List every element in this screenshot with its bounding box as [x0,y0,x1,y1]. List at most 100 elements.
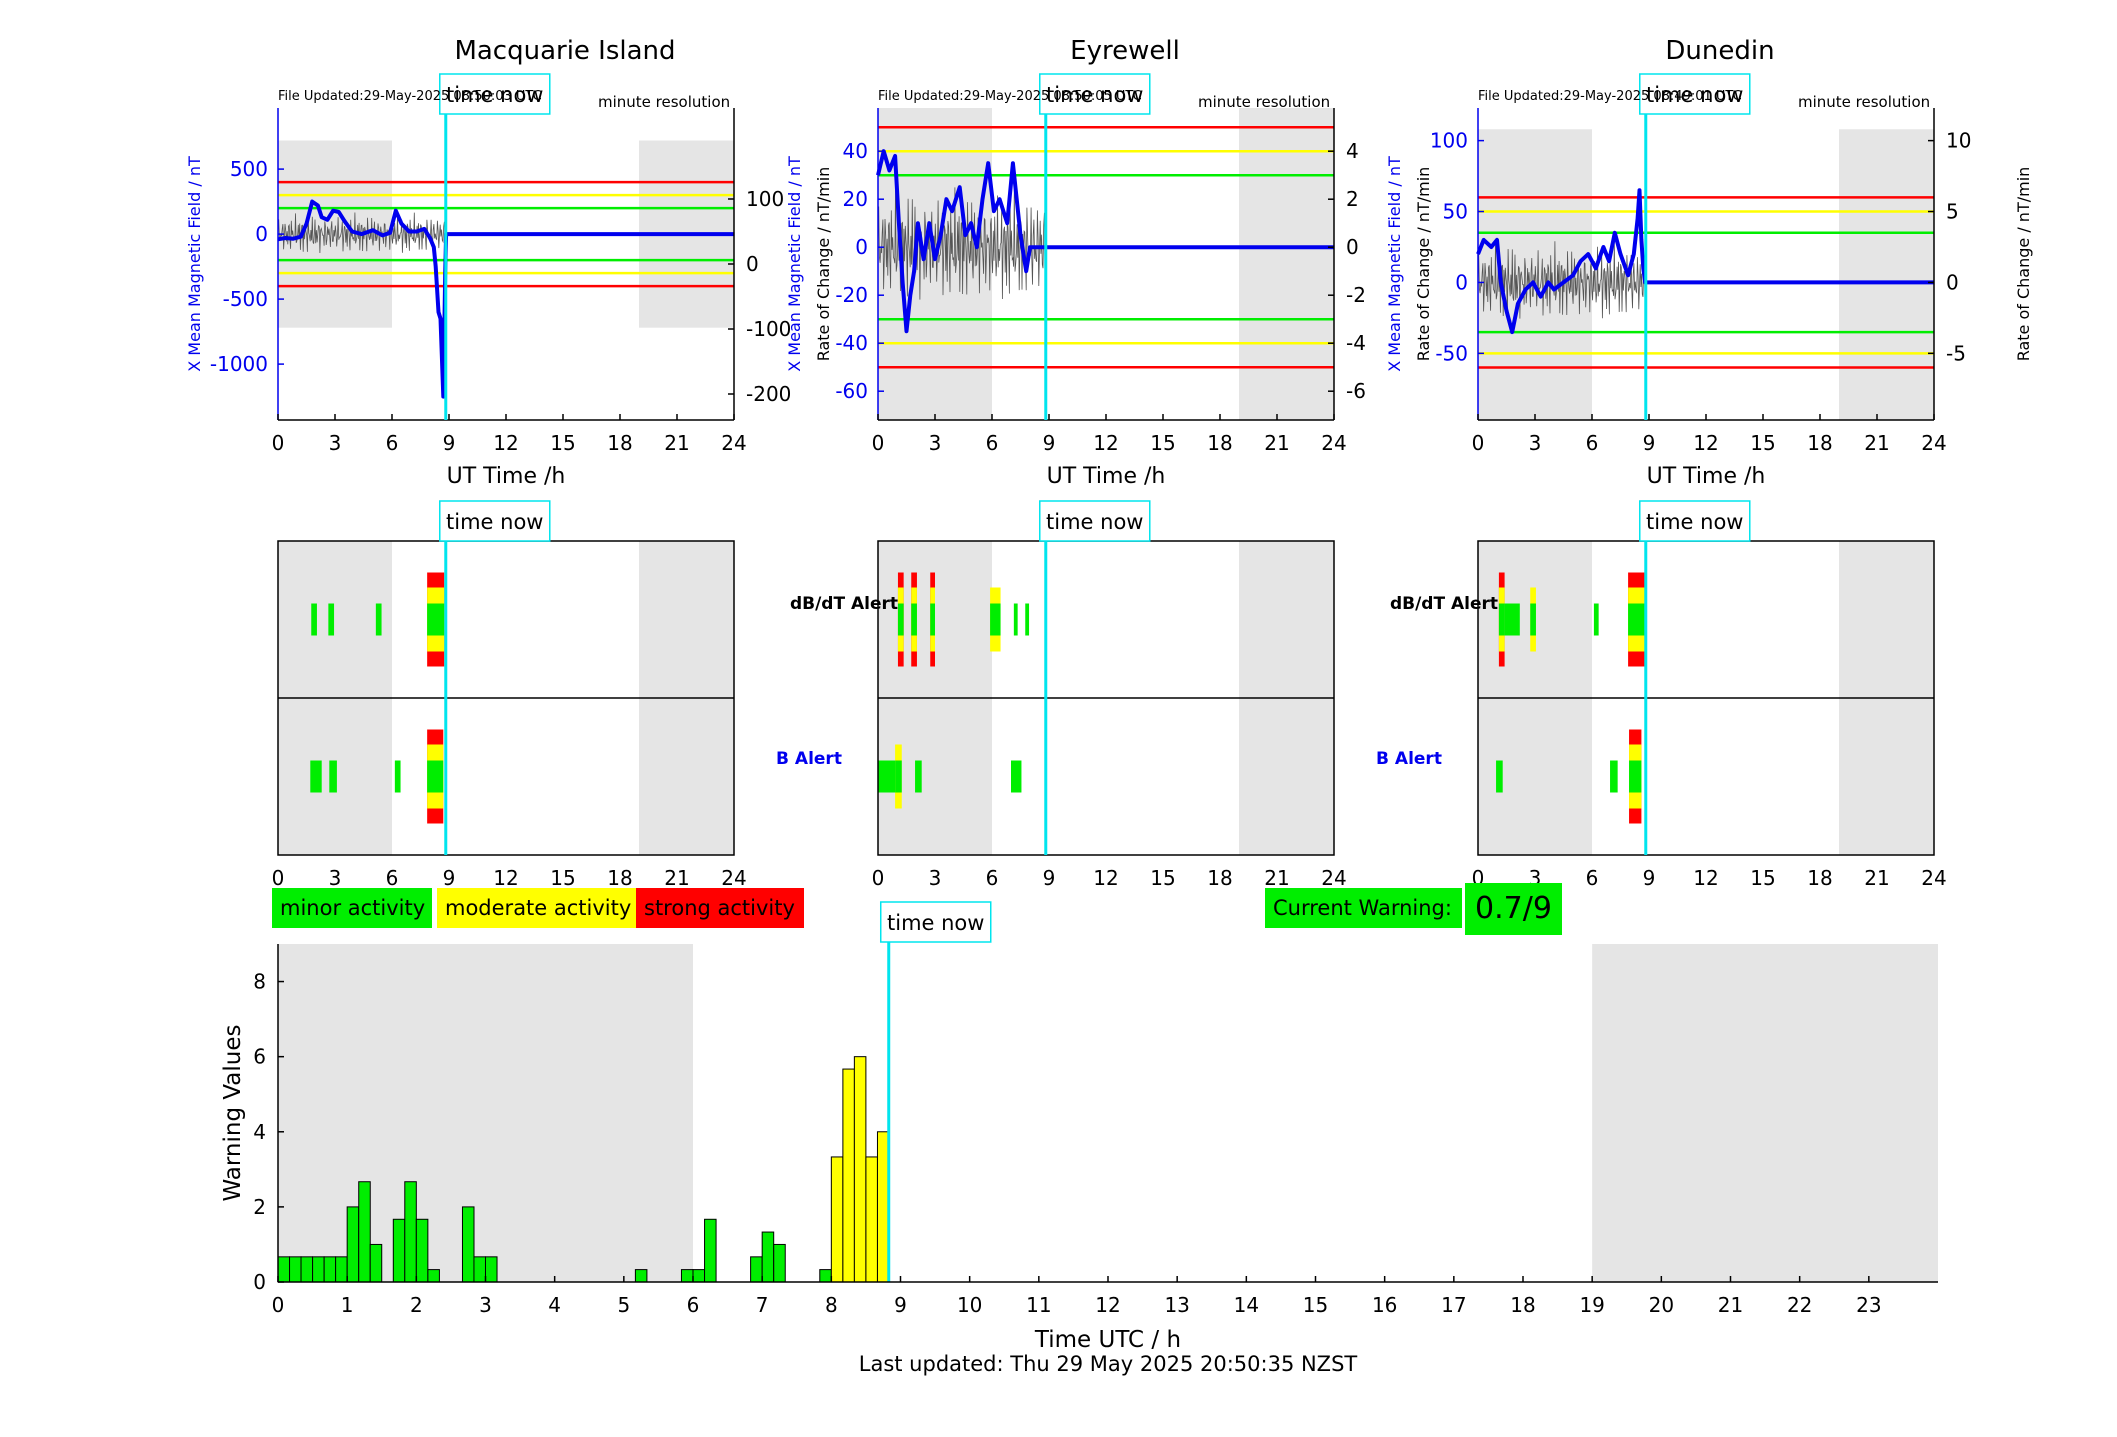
dunedin-field-x-tick-label: 24 [1921,431,1946,455]
eyrewell-field-x-tick-label: 0 [872,431,885,455]
macquarie-title: Macquarie Island [454,36,676,66]
warning-night-band-0 [278,944,693,1282]
eyrewell-b-alert-green [915,760,922,793]
macquarie-field-x-tick-label: 24 [721,431,746,455]
warning-x-tick-label: 15 [1303,1293,1328,1317]
warning-x-tick-label: 11 [1026,1293,1051,1317]
warning-x-tick-label: 4 [548,1293,561,1317]
macquarie-alert-x-tick-label: 18 [607,866,632,890]
eyrewell-left-tick-label: -60 [835,379,868,403]
macquarie-time-now-box-0 [439,73,551,115]
warning-bar [830,1156,844,1283]
dunedin-alert-x-tick-label: 24 [1921,866,1946,890]
warning-time-now-label: time now [887,911,984,935]
warning-x-tick-label: 9 [894,1293,907,1317]
warning-x-tick-label: 17 [1441,1293,1466,1317]
dunedin-field-x-tick-label: 3 [1529,431,1542,455]
macquarie-field-x-tick-label: 21 [664,431,689,455]
dunedin-field-x-tick-label: 21 [1864,431,1889,455]
macquarie-field-x-tick-label: 18 [607,431,632,455]
eyrewell-file-updated: File Updated:29-May-2025 08:50:05 UTC [878,89,1142,104]
warning-bar [634,1269,648,1283]
current-warning-value: 0.7/9 [1465,883,1562,935]
warning-x-tick-label: 19 [1579,1293,1604,1317]
warning-x-tick-label: 21 [1718,1293,1743,1317]
warning-bar [404,1181,417,1283]
warning-bar [335,1256,348,1283]
warning-y-tick-label: 8 [253,970,266,994]
dunedin-time-now-label-0: time now [1646,83,1743,107]
warning-x-tick-label: 20 [1649,1293,1674,1317]
eyrewell-title: Eyrewell [1070,36,1180,66]
dunedin-b-alert-green [1629,760,1642,793]
warning-time-now-box [879,901,992,943]
warning-y-label: Warning Values [220,1024,246,1201]
warning-bar [692,1269,706,1283]
macquarie-time-now-box-1 [439,500,551,542]
eyrewell-field-x-tick-label: 24 [1321,431,1346,455]
eyrewell-right-tick-label: 0 [1346,235,1359,259]
dunedin-field-x-tick-label: 12 [1693,431,1718,455]
eyrewell-dbdt-alert-green [1013,603,1018,636]
eyrewell-right-tick-label: 4 [1346,139,1359,163]
macquarie-alert-x-tick-label: 24 [721,866,746,890]
eyrewell-field-x-tick-label: 9 [1043,431,1056,455]
macquarie-b-alert-green [394,760,401,793]
warning-x-tick-label: 5 [617,1293,630,1317]
warning-x-tick-label: 14 [1234,1293,1259,1317]
warning-bar [323,1256,337,1283]
eyrewell-b-alert-green [1011,760,1022,793]
macquarie-b-alert-green [310,760,322,793]
macquarie-left-tick-label: 500 [230,157,268,181]
eyrewell-left-tick-label: -40 [835,331,868,355]
macquarie-right-axis-label: Rate of Change / nT/min [814,167,833,362]
warning-x-tick-label: 2 [410,1293,423,1317]
dunedin-left-tick-label: -50 [1435,341,1468,365]
warning-x-tick-label: 13 [1164,1293,1189,1317]
dunedin-alert-x-tick-label: 21 [1864,866,1889,890]
eyrewell-alert-x-tick-label: 0 [872,866,885,890]
dunedin-left-tick-label: 0 [1455,270,1468,294]
macquarie-file-updated: File Updated:29-May-2025 08:50:03 UTC [278,89,542,104]
dunedin-right-tick-label: -5 [1946,341,1966,365]
warning-bar [704,1218,717,1283]
eyrewell-b-alert-label: B Alert [1376,749,1442,769]
eyrewell-alert-x-tick-label: 18 [1207,866,1232,890]
dunedin-right-tick-label: 5 [1946,200,1959,224]
warning-y-tick-label: 6 [253,1045,266,1069]
eyrewell-b-alert-green [895,760,902,793]
eyrewell-right-tick-label: -6 [1346,379,1366,403]
dunedin-field-x-tick-label: 18 [1807,431,1832,455]
dunedin-time-now-box-0 [1639,73,1751,115]
dunedin-dbdt-alert-green [1628,603,1647,636]
warning-x-tick-label: 23 [1856,1293,1881,1317]
eyrewell-field-x-tick-label: 12 [1093,431,1118,455]
warning-x-tick-label: 1 [341,1293,354,1317]
warning-y-tick-label: 0 [253,1270,266,1294]
dunedin-b-alert-green [1496,760,1503,793]
macquarie-dbdt-alert-green [427,603,445,636]
eyrewell-right-tick-label: 2 [1346,187,1359,211]
dunedin-left-axis-label: X Mean Magnetic Field / nT [1385,156,1404,372]
dunedin-alert-x-tick-label: 18 [1807,866,1832,890]
dunedin-field-x-tick-label: 9 [1643,431,1656,455]
warning-x-tick-label: 7 [756,1293,769,1317]
last-updated: Last updated: Thu 29 May 2025 20:50:35 N… [858,1352,1358,1376]
macquarie-left-tick-label: 0 [255,222,268,246]
eyrewell-dbdt-alert-green [911,603,917,636]
macquarie-dbdt-alert-label: dB/dT Alert [790,594,898,614]
dunedin-alert-x-tick-label: 12 [1693,866,1718,890]
dunedin-field-x-tick-label: 0 [1472,431,1485,455]
warning-bar [853,1056,867,1283]
dunedin-right-tick-label: 0 [1946,270,1959,294]
macquarie-alert-x-tick-label: 9 [443,866,456,890]
warning-y-tick-label: 2 [253,1195,266,1219]
macquarie-field-x-tick-label: 9 [443,431,456,455]
dunedin-field-x-label: UT Time /h [1647,464,1766,489]
warning-bar [369,1243,383,1283]
dunedin-time-now-label-1: time now [1646,510,1743,534]
warning-x-tick-label: 12 [1095,1293,1120,1317]
macquarie-rate-of-change-trace [277,212,447,254]
dunedin-title: Dunedin [1665,36,1775,66]
